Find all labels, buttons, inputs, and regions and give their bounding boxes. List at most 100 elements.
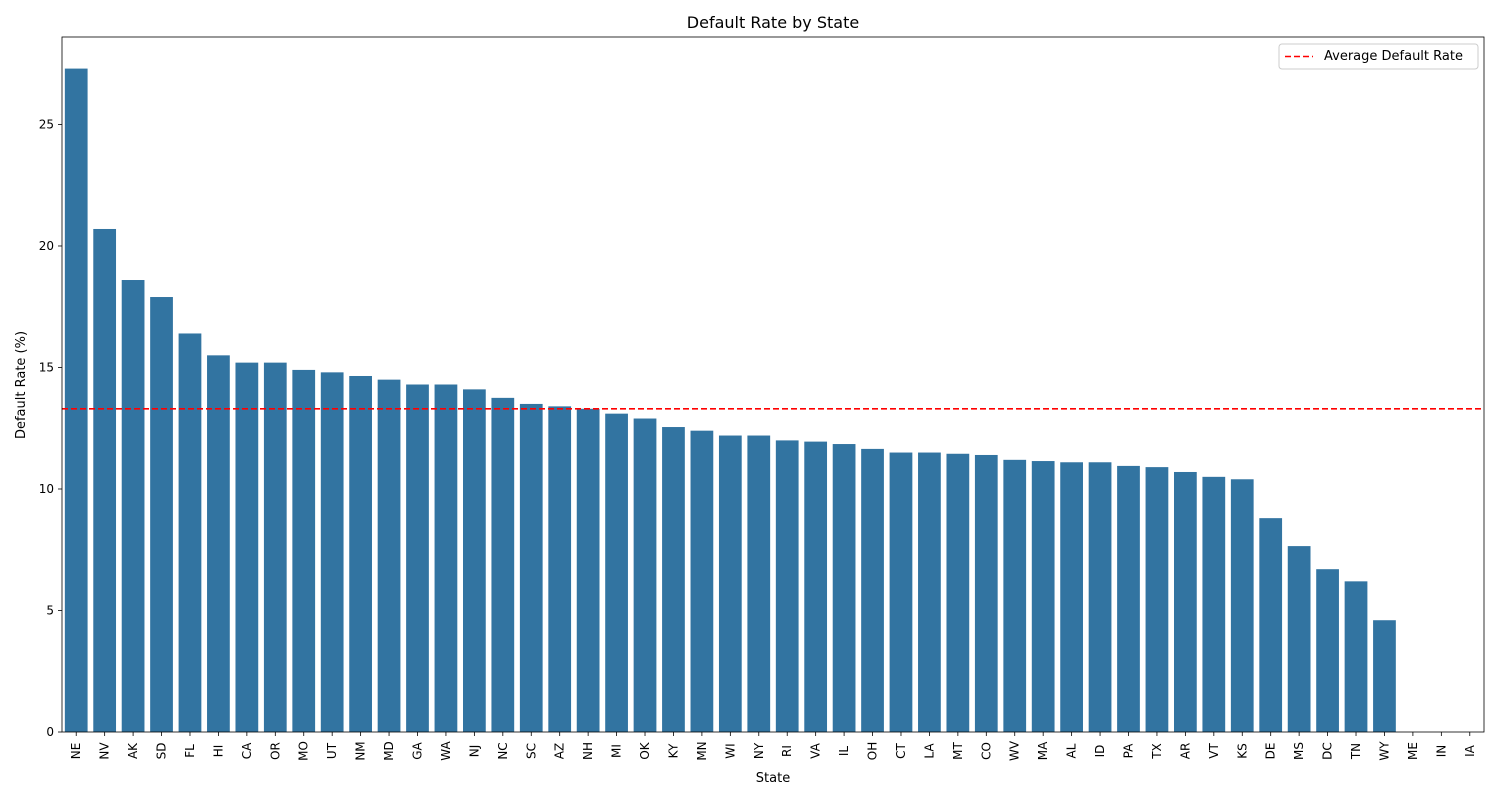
x-tick-label-md: MD [382,741,396,761]
bar-wv [1003,459,1027,732]
y-tick-label-0: 0 [46,725,54,739]
y-axis: 0 5 10 15 20 25 [39,117,62,739]
legend: Average Default Rate [1278,43,1479,70]
x-tick-label-wv: WV [1008,740,1022,761]
bar-mn [690,430,714,732]
x-tick-label-az: AZ [553,743,567,759]
bar-nm [349,375,372,732]
bar-ky [662,427,685,732]
bar-ak [121,280,145,732]
bar-tx [1145,467,1169,732]
bar-sc [519,403,543,732]
x-tick-label-or: OR [268,742,282,760]
x-tick-label-ca: CA [240,742,254,759]
x-tick-label-sd: SD [155,743,169,760]
x-tick-label-pa: PA [1122,743,1136,758]
bar-nc [491,397,515,732]
bar-ny [747,435,771,732]
bar-ok [633,418,657,732]
bar-nv [93,228,117,733]
bar-hi [207,355,230,732]
x-tick-label-nc: NC [496,742,510,759]
x-tick-label-ms: MS [1292,742,1306,760]
bar-ri [775,440,799,732]
x-tick-label-mn: MN [695,741,709,760]
bar-dc [1316,569,1339,732]
bar-ms [1287,546,1311,732]
x-tick-label-tn: TN [1349,743,1363,760]
bar-nj [463,389,486,732]
x-axis: NE NV AK SD FL HI CA OR MO UT NM MD GA WA NJ NC SC AZ NH MI… [69,732,1477,761]
x-tick-label-ks: KS [1235,743,1249,759]
bar-mt [946,453,970,732]
x-tick-label-oh: OH [866,742,880,760]
x-tick-label-me: ME [1406,742,1420,760]
x-tick-label-wi: WI [723,743,737,758]
x-tick-label-ia: IA [1463,744,1477,757]
bar-ne [64,68,88,733]
y-tick-label-5: 5 [46,603,54,617]
bar-ma [1031,461,1055,732]
bar-pa [1117,465,1140,732]
x-tick-label-ar: AR [1178,743,1192,760]
x-tick-label-mo: MO [297,741,311,761]
x-tick-label-ok: OK [638,741,652,759]
bar-ar [1174,471,1197,732]
bar-ca [235,362,259,732]
bar-wi [718,435,742,732]
bar-va [804,441,828,732]
bar-mi [605,413,628,732]
bar-oh [861,448,884,732]
bar-or [263,362,287,732]
y-tick-label-25: 25 [39,117,54,131]
bar-co [974,454,998,732]
bar-vt [1202,476,1226,732]
x-tick-label-ut: UT [325,742,339,759]
x-tick-label-ga: GA [411,741,425,759]
bar-mo [292,369,316,732]
bar-ut [320,372,344,732]
x-tick-label-sc: SC [524,743,538,759]
x-tick-label-nh: NH [581,742,595,760]
x-tick-label-in: IN [1434,745,1448,758]
x-tick-label-dc: DC [1321,742,1335,760]
y-tick-label-15: 15 [39,360,54,374]
bar-de [1259,518,1283,732]
x-tick-label-ma: MA [1036,741,1050,760]
plot-frame [61,36,1485,733]
plot-area [64,68,1396,733]
x-tick-label-id: ID [1093,745,1107,758]
bar-tn [1344,581,1368,732]
legend-label: Average Default Rate [1324,49,1463,64]
y-tick-label-10: 10 [39,482,54,496]
x-tick-label-nv: NV [98,742,112,760]
x-tick-label-wa: WA [439,741,453,761]
bar-al [1060,462,1083,732]
bar-nh [576,408,600,732]
x-tick-label-ak: AK [126,742,140,759]
x-tick-label-ct: CT [894,742,908,758]
x-tick-label-ny: NY [752,742,766,759]
x-tick-label-vt: VT [1207,743,1221,759]
y-axis-title: Default Rate (%) [14,331,29,439]
x-tick-label-hi: HI [211,745,225,758]
bar-wy [1373,620,1396,732]
chart-title: Default Rate by State [687,13,859,32]
bar-sd [150,297,173,732]
bar-id [1088,462,1112,732]
x-tick-label-al: AL [1065,743,1079,758]
x-tick-label-va: VA [809,742,823,758]
bar-md [377,379,401,732]
bar-la [918,452,941,732]
x-tick-label-mt: MT [951,741,965,759]
x-tick-label-ne: NE [69,743,83,760]
x-tick-label-tx: TX [1150,743,1164,760]
x-tick-label-nj: NJ [467,745,481,758]
bar-ks [1230,479,1254,732]
x-tick-label-il: IL [837,746,851,757]
x-tick-label-ky: KY [666,743,680,758]
bar-wa [434,384,458,732]
x-tick-label-wy: WY [1377,741,1391,761]
x-tick-label-de: DE [1264,743,1278,760]
